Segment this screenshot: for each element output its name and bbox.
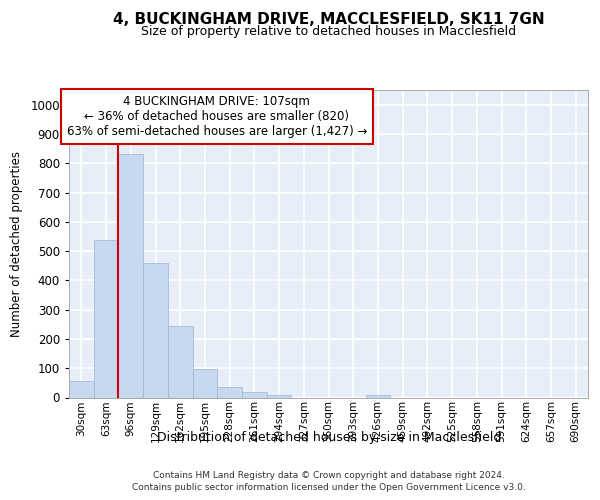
Bar <box>242 392 267 398</box>
Text: Contains public sector information licensed under the Open Government Licence v3: Contains public sector information licen… <box>132 483 526 492</box>
Bar <box>143 263 168 398</box>
Bar <box>168 326 193 398</box>
Text: Distribution of detached houses by size in Macclesfield: Distribution of detached houses by size … <box>157 431 501 444</box>
Bar <box>365 394 390 398</box>
Bar <box>94 240 118 398</box>
Y-axis label: Number of detached properties: Number of detached properties <box>10 151 23 337</box>
Text: 4, BUCKINGHAM DRIVE, MACCLESFIELD, SK11 7GN: 4, BUCKINGHAM DRIVE, MACCLESFIELD, SK11 … <box>113 12 545 28</box>
Bar <box>267 394 292 398</box>
Text: Contains HM Land Registry data © Crown copyright and database right 2024.: Contains HM Land Registry data © Crown c… <box>153 472 505 480</box>
Bar <box>217 386 242 398</box>
Bar <box>69 381 94 398</box>
Bar <box>193 369 217 398</box>
Bar <box>118 154 143 398</box>
Text: Size of property relative to detached houses in Macclesfield: Size of property relative to detached ho… <box>141 25 517 38</box>
Text: 4 BUCKINGHAM DRIVE: 107sqm
← 36% of detached houses are smaller (820)
63% of sem: 4 BUCKINGHAM DRIVE: 107sqm ← 36% of deta… <box>67 94 367 138</box>
